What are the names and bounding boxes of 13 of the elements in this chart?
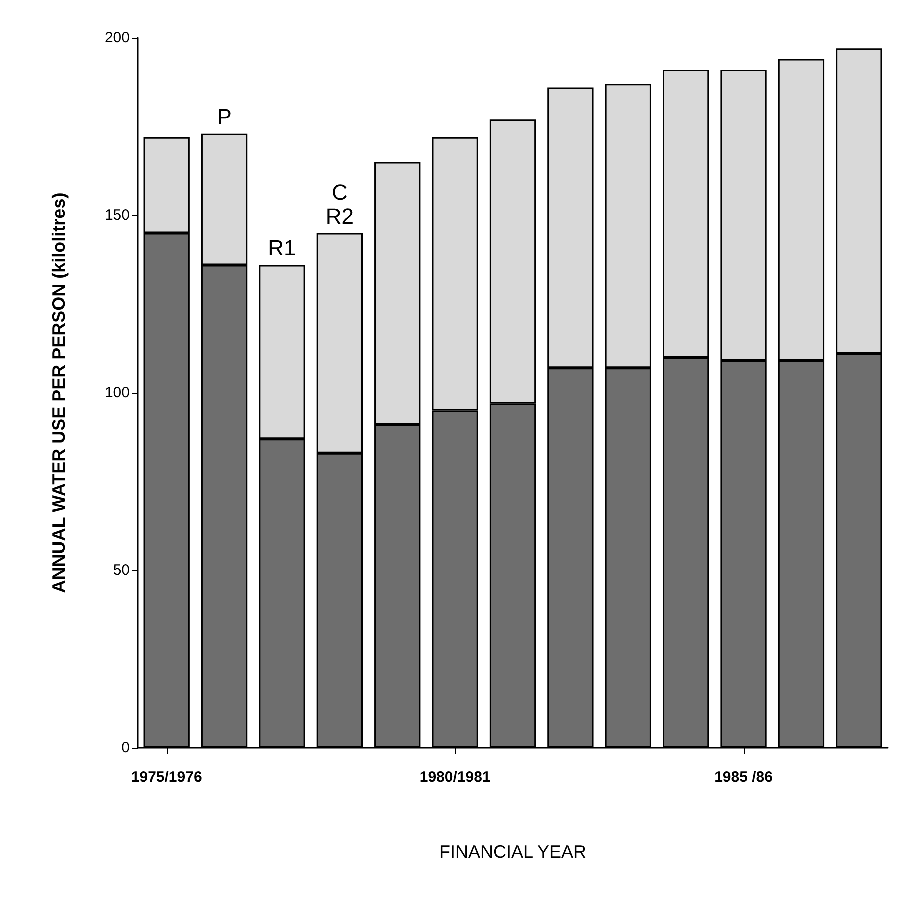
data-label: C R2 [326, 180, 354, 229]
y-tick-label: 50 [113, 562, 130, 579]
y-tick-label: 150 [104, 207, 130, 224]
data-label: R1 [268, 236, 296, 261]
data-label: P [217, 104, 232, 130]
x-axis-title: FINANCIAL YEAR [439, 842, 587, 862]
y-tick-label: 0 [122, 740, 130, 756]
x-tick-label: 1980/1981 [420, 769, 491, 786]
y-tick-label: 200 [104, 30, 130, 46]
y-axis-title: ANNUAL WATER USE PER PERSON (kilolitres) [49, 192, 69, 594]
x-tick-label: 1985 /86 [714, 769, 773, 786]
y-tick-label: 100 [104, 384, 130, 402]
x-tick-label: 1975/1976 [131, 769, 202, 786]
